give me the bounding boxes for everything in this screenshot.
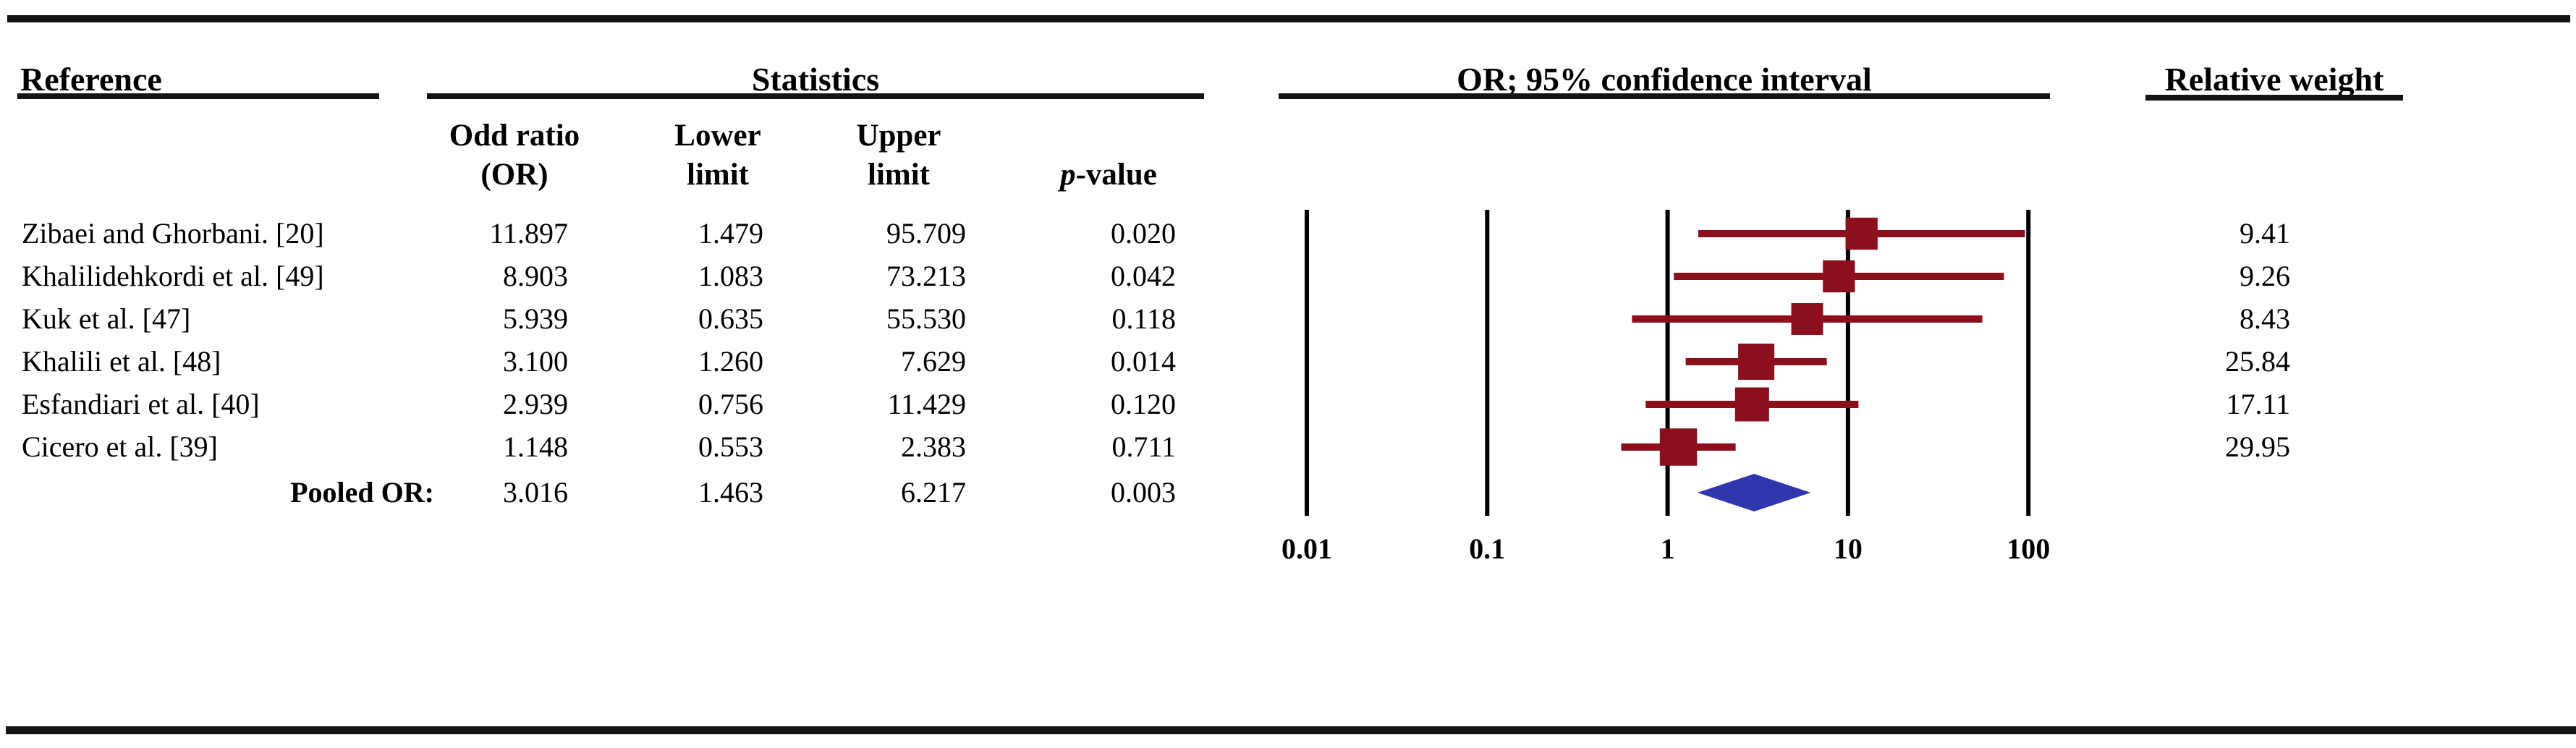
odd-ratio-header-line1: Odd ratio <box>449 119 580 153</box>
ci-underline <box>1279 93 2050 99</box>
ci-group-header: OR; 95% confidence interval <box>1457 61 1872 98</box>
or-square-marker <box>1823 260 1855 293</box>
upper-value: 73.213 <box>886 260 966 292</box>
lower-limit-header-line2: limit <box>687 158 749 192</box>
axis-tick-label: 10 <box>1834 532 1863 565</box>
pooled-p-value: 0.003 <box>1111 476 1176 509</box>
upper-limit-header-line2: limit <box>868 158 930 192</box>
lower-limit-header-line1: Lower <box>674 119 761 153</box>
lower-value: 1.479 <box>698 217 763 250</box>
pooled-upper-value: 6.217 <box>901 476 966 509</box>
axis-tick-label: 100 <box>2007 532 2050 565</box>
study-label: Cicero et al. [39] <box>22 430 218 463</box>
or-square-marker <box>1659 428 1698 466</box>
p-value: 0.014 <box>1111 345 1176 378</box>
upper-value: 7.629 <box>901 345 966 378</box>
statistics-underline <box>427 93 1204 99</box>
pooled-diamond-marker <box>1697 474 1811 511</box>
or-value: 11.897 <box>489 217 568 250</box>
weight-value: 9.26 <box>2240 260 2290 292</box>
p-value: 0.020 <box>1111 217 1176 250</box>
or-square-marker <box>1791 303 1823 335</box>
lower-value: 0.553 <box>698 430 763 463</box>
pooled-row-label: Pooled OR: <box>290 476 434 509</box>
reference-column-header: Reference <box>20 61 162 98</box>
or-square-marker <box>1738 343 1775 381</box>
upper-value: 2.383 <box>901 430 966 463</box>
weight-value: 8.43 <box>2240 302 2290 335</box>
upper-value: 95.709 <box>886 217 966 250</box>
p-value: 0.711 <box>1111 430 1176 463</box>
relative-weight-underline <box>2145 95 2403 101</box>
study-label: Esfandiari et al. [40] <box>22 388 260 420</box>
weight-value: 25.84 <box>2225 345 2290 378</box>
p-value: 0.118 <box>1111 302 1176 335</box>
axis-tick-label: 1 <box>1661 532 1675 565</box>
lower-value: 1.083 <box>698 260 763 292</box>
odd-ratio-header-line2: (OR) <box>480 158 548 192</box>
bottom-rule <box>6 726 2576 734</box>
study-label: Kuk et al. [47] <box>22 302 191 335</box>
pooled-or-value: 3.016 <box>503 476 568 509</box>
or-value: 5.939 <box>503 302 568 335</box>
axis-tick-label: 0.1 <box>1469 532 1505 565</box>
lower-value: 1.260 <box>698 345 763 378</box>
weight-value: 9.41 <box>2240 217 2290 250</box>
weight-value: 29.95 <box>2225 430 2290 463</box>
or-value: 3.100 <box>503 345 568 378</box>
weight-value: 17.11 <box>2226 388 2290 420</box>
upper-value: 11.429 <box>887 388 966 420</box>
p-value: 0.042 <box>1111 260 1176 292</box>
or-square-marker <box>1845 217 1878 250</box>
p-value-header-suffix: -value <box>1075 158 1157 192</box>
axis-tick-label: 0.01 <box>1281 532 1332 565</box>
or-value: 2.939 <box>503 388 568 420</box>
study-label: Khalili et al. [48] <box>22 345 221 378</box>
pooled-lower-value: 1.463 <box>698 476 763 509</box>
upper-value: 55.530 <box>886 302 966 335</box>
statistics-group-header: Statistics <box>751 61 880 98</box>
p-value-header-p: p <box>1060 158 1076 192</box>
p-value: 0.120 <box>1111 388 1176 420</box>
or-value: 1.148 <box>503 430 568 463</box>
study-label: Zibaei and Ghorbani. [20] <box>22 217 324 250</box>
upper-limit-header-line1: Upper <box>856 119 941 153</box>
or-square-marker <box>1734 387 1769 422</box>
relative-weight-header: Relative weight <box>2164 61 2384 98</box>
lower-value: 0.635 <box>698 302 763 335</box>
or-value: 8.903 <box>503 260 568 292</box>
p-value-header: p-value <box>1000 157 1217 193</box>
lower-value: 0.756 <box>698 388 763 420</box>
top-rule <box>7 15 2570 22</box>
reference-underline <box>17 93 379 99</box>
study-label: Khalilidehkordi et al. [49] <box>22 260 324 292</box>
